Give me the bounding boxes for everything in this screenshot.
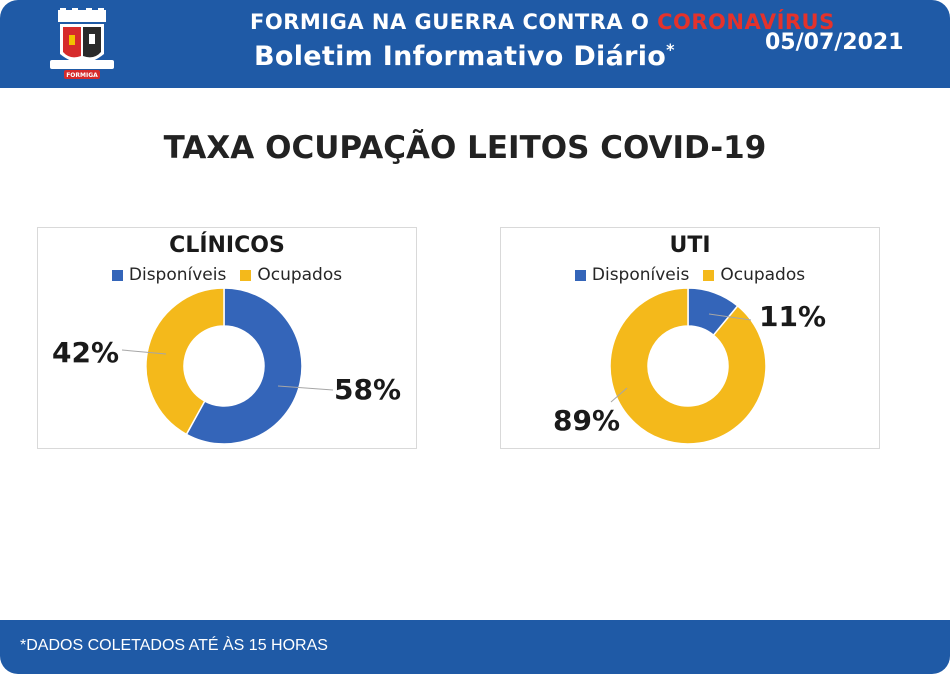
legend-item-ocupados: Ocupados: [240, 265, 342, 285]
donut-slice-ocupados: [145, 287, 225, 436]
legend-label: Disponíveis: [128, 265, 227, 285]
legend-swatch: [240, 269, 252, 281]
legend-item-ocupados: Ocupados: [703, 265, 805, 285]
header-subtitle-mark: *: [666, 40, 675, 59]
chart-panel-clinicos: CLÍNICOS Disponíveis Ocupados 58% 42%: [37, 227, 417, 449]
leader-line: [277, 385, 334, 391]
legend-swatch: [111, 269, 123, 281]
header-subtitle-text: Boletim Informativo Diário: [254, 41, 667, 72]
legend-item-disponiveis: Disponíveis: [574, 265, 690, 285]
footer-bar: *DADOS COLETADOS ATÉ ÀS 15 HORAS: [0, 620, 950, 674]
page-title: TAXA OCUPAÇÃO LEITOS COVID-19: [163, 130, 767, 166]
chart-legend: Disponíveis Ocupados: [501, 265, 879, 285]
leader-line: [610, 387, 628, 403]
header-subtitle: Boletim Informativo Diário*: [254, 40, 675, 72]
header-title-accent: CORONAVÍRUS: [657, 10, 835, 34]
legend-item-disponiveis: Disponíveis: [111, 265, 227, 285]
chart-title: UTI: [669, 233, 711, 258]
chart-title: CLÍNICOS: [169, 233, 285, 258]
donut-chart: [121, 287, 334, 445]
header-title: FORMIGA NA GUERRA CONTRA O CORONAVÍRUS: [250, 10, 834, 34]
legend-swatch: [703, 269, 715, 281]
header-bar: FORMIGA FORMIGA NA GUERRA CONTRA O CORON…: [0, 0, 950, 88]
legend-label: Ocupados: [257, 265, 343, 285]
header-date: 05/07/2021: [765, 30, 904, 55]
legend-label: Disponíveis: [591, 265, 690, 285]
city-crest-icon: FORMIGA: [50, 8, 114, 79]
donut-slice-ocupados: [609, 287, 767, 445]
data-label-ocupados: 89%: [553, 404, 621, 437]
footer-note: *DADOS COLETADOS ATÉ ÀS 15 HORAS: [20, 637, 328, 654]
chart-panel-uti: UTI Disponíveis Ocupados 11% 89%: [500, 227, 880, 449]
header-title-prefix: FORMIGA NA GUERRA CONTRA O: [250, 10, 658, 34]
legend-swatch: [574, 269, 586, 281]
data-label-disponiveis: 11%: [759, 300, 827, 333]
donut-chart: [609, 287, 767, 445]
chart-legend: Disponíveis Ocupados: [38, 265, 416, 285]
crest-text: FORMIGA: [66, 72, 98, 79]
leader-line: [708, 313, 752, 321]
legend-label: Ocupados: [720, 265, 806, 285]
leader-line: [121, 349, 167, 355]
donut-slice-disponiveis: [185, 287, 303, 445]
data-label-disponiveis: 58%: [334, 373, 402, 406]
data-label-ocupados: 42%: [52, 336, 120, 369]
